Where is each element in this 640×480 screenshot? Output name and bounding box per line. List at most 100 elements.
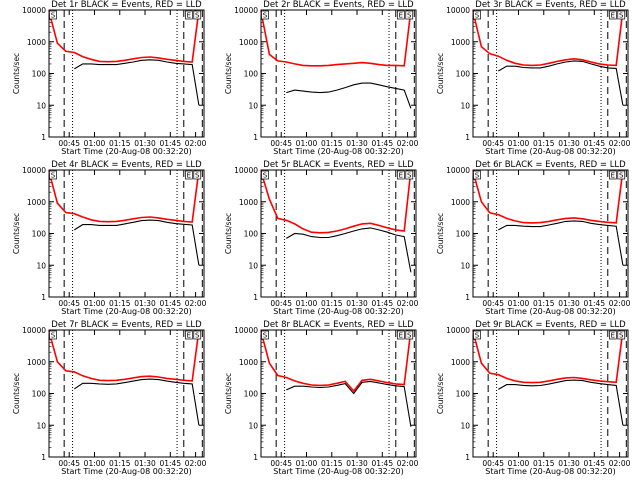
y-axis-label: Counts/sec: [224, 53, 233, 94]
y-tick-label: 100: [32, 390, 47, 399]
x-tick-label: 01:30: [558, 139, 580, 148]
event-marker-label: S: [619, 172, 624, 180]
y-axis-label: Counts/sec: [12, 373, 21, 414]
x-tick-label: 01:30: [134, 139, 156, 148]
y-tick-label: 1000: [239, 358, 258, 367]
y-axis-label: Counts/sec: [12, 53, 21, 94]
x-tick-label: 02:00: [397, 299, 419, 308]
y-tick-label: 100: [244, 390, 259, 399]
x-tick-label: 01:00: [508, 139, 530, 148]
event-marker-box: [608, 10, 617, 20]
event-marker-box: [49, 170, 57, 180]
y-tick-label: 10000: [22, 326, 46, 335]
y-tick-label: 1: [41, 133, 46, 142]
chart-title: Det 5r BLACK = Events, RED = LLD: [263, 160, 414, 170]
y-tick-label: 1: [465, 133, 470, 142]
event-marker-label: S: [619, 12, 624, 20]
event-marker-label: S: [475, 332, 480, 340]
event-marker-label: E: [399, 172, 403, 180]
event-marker-label: E: [187, 332, 191, 340]
event-marker-box: [49, 330, 57, 340]
y-axis-label: Counts/sec: [436, 53, 445, 94]
event-marker-label: E: [399, 12, 403, 20]
event-marker-box: [261, 10, 269, 20]
chart-panel-3: Det 3r BLACK = Events, RED = LLD 1 10 100 10…: [436, 0, 631, 156]
y-tick-label: 100: [456, 70, 471, 79]
y-tick-label: 1: [41, 453, 46, 462]
y-tick-label: 1: [253, 453, 258, 462]
y-tick-label: 10000: [22, 166, 46, 175]
chart-panel-4: Det 4r BLACK = Events, RED = LLD 1 10 100 10…: [12, 160, 207, 316]
y-tick-label: 1: [253, 133, 258, 142]
y-tick-label: 10: [248, 261, 258, 270]
x-tick-label: 01:30: [558, 459, 580, 468]
series-line-lld: [472, 169, 624, 224]
x-tick-label: 01:45: [371, 139, 393, 148]
series-line-lld: [472, 9, 624, 67]
x-tick-label: 01:45: [583, 459, 605, 468]
event-marker-box: [396, 10, 405, 20]
y-tick-label: 10000: [22, 6, 46, 15]
chart-panel-8: Det 8r BLACK = Events, RED = LLD 1 10 100 10…: [224, 320, 419, 476]
chart-title: Det 6r BLACK = Events, RED = LLD: [475, 160, 626, 170]
series-line-lld: [48, 9, 200, 63]
x-tick-label: 00:45: [270, 459, 292, 468]
x-tick-label: 01:00: [296, 139, 318, 148]
x-tick-label: 01:30: [346, 459, 368, 468]
y-tick-label: 1000: [27, 358, 46, 367]
x-axis-label: Start Time (20-Aug-08 00:32:20): [273, 147, 404, 156]
y-tick-label: 10: [36, 421, 46, 430]
y-tick-label: 1: [465, 293, 470, 302]
event-marker-box: [261, 330, 269, 340]
event-marker-label: S: [407, 332, 412, 340]
x-tick-label: 02:00: [185, 459, 207, 468]
series-line-events: [74, 59, 200, 106]
series-line-lld: [48, 329, 200, 382]
chart-panel-2: Det 2r BLACK = Events, RED = LLD 1 10 100 10…: [224, 0, 419, 156]
y-tick-label: 1000: [239, 38, 258, 47]
event-marker-box: [396, 330, 405, 340]
x-tick-label: 01:15: [321, 299, 343, 308]
chart-panel-1: Det 1r BLACK = Events, RED = LLD 1 10 100 10…: [12, 0, 207, 156]
x-axis-label: Start Time (20-Aug-08 00:32:20): [273, 467, 404, 476]
event-marker-label: S: [195, 172, 200, 180]
x-tick-label: 01:00: [508, 459, 530, 468]
y-tick-label: 1: [253, 293, 258, 302]
event-marker-label: S: [195, 332, 200, 340]
y-tick-label: 1: [465, 453, 470, 462]
series-line-lld: [260, 9, 412, 67]
event-marker-box: [617, 330, 626, 340]
y-tick-label: 1000: [451, 38, 470, 47]
y-tick-label: 10: [460, 261, 470, 270]
y-axis-label: Counts/sec: [224, 373, 233, 414]
chart-panel-9: Det 9r BLACK = Events, RED = LLD 1 10 100 10…: [436, 320, 631, 476]
chart-title: Det 8r BLACK = Events, RED = LLD: [263, 320, 414, 330]
event-marker-label: E: [187, 12, 191, 20]
y-tick-label: 1: [41, 293, 46, 302]
event-marker-box: [473, 10, 481, 20]
x-tick-label: 01:45: [371, 299, 393, 308]
series-line-lld: [48, 169, 200, 223]
x-tick-label: 01:00: [84, 299, 106, 308]
x-tick-label: 01:00: [296, 459, 318, 468]
x-tick-label: 02:00: [397, 139, 419, 148]
chart-panel-5: Det 5r BLACK = Events, RED = LLD 1 10 100 10…: [224, 160, 419, 316]
x-tick-label: 00:45: [270, 139, 292, 148]
event-marker-label: E: [187, 172, 191, 180]
x-tick-label: 01:45: [159, 139, 181, 148]
event-marker-label: E: [611, 332, 615, 340]
event-marker-label: S: [475, 12, 480, 20]
series-line-events: [286, 227, 412, 273]
event-marker-box: [184, 10, 193, 20]
event-marker-box: [473, 330, 481, 340]
y-tick-label: 10: [248, 421, 258, 430]
event-marker-box: [193, 170, 202, 180]
x-tick-label: 01:30: [134, 299, 156, 308]
y-tick-label: 10: [460, 421, 470, 430]
y-axis-label: Counts/sec: [224, 213, 233, 254]
y-tick-label: 100: [32, 70, 47, 79]
y-axis-label: Counts/sec: [436, 213, 445, 254]
series-line-events: [498, 60, 624, 106]
y-tick-label: 100: [244, 70, 259, 79]
x-axis-label: Start Time (20-Aug-08 00:32:20): [273, 307, 404, 316]
